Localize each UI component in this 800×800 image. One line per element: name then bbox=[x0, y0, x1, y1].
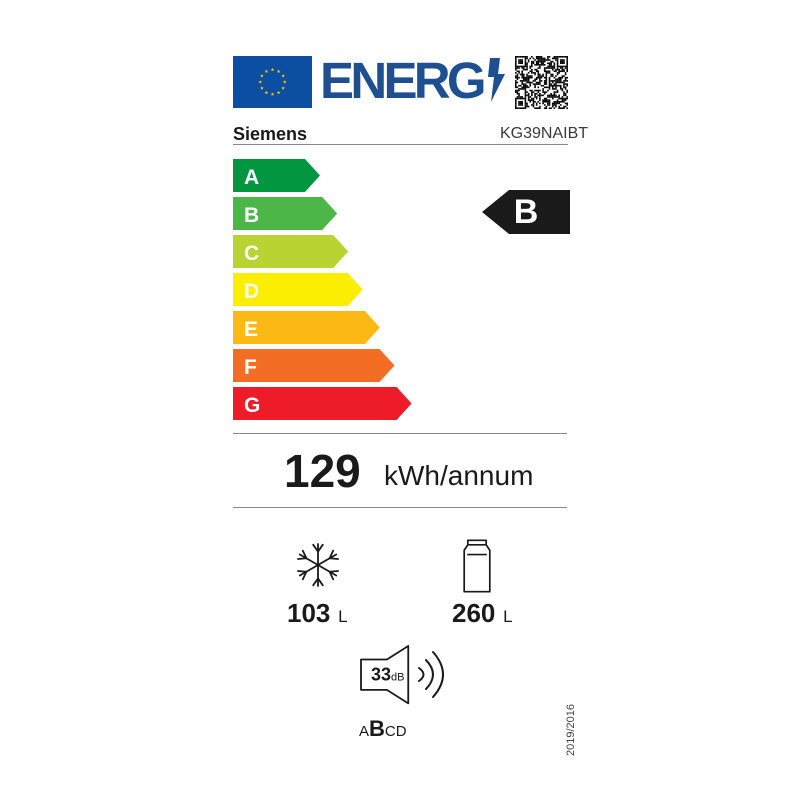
svg-text:A: A bbox=[244, 166, 259, 189]
svg-text:33dB: 33dB bbox=[371, 665, 405, 685]
svg-text:E: E bbox=[244, 318, 258, 341]
svg-text:C: C bbox=[244, 242, 259, 265]
svg-text:F: F bbox=[244, 356, 257, 379]
svg-text:G: G bbox=[244, 394, 260, 417]
svg-text:B: B bbox=[514, 193, 539, 231]
svg-text:D: D bbox=[244, 280, 259, 303]
svg-text:B: B bbox=[244, 204, 259, 227]
